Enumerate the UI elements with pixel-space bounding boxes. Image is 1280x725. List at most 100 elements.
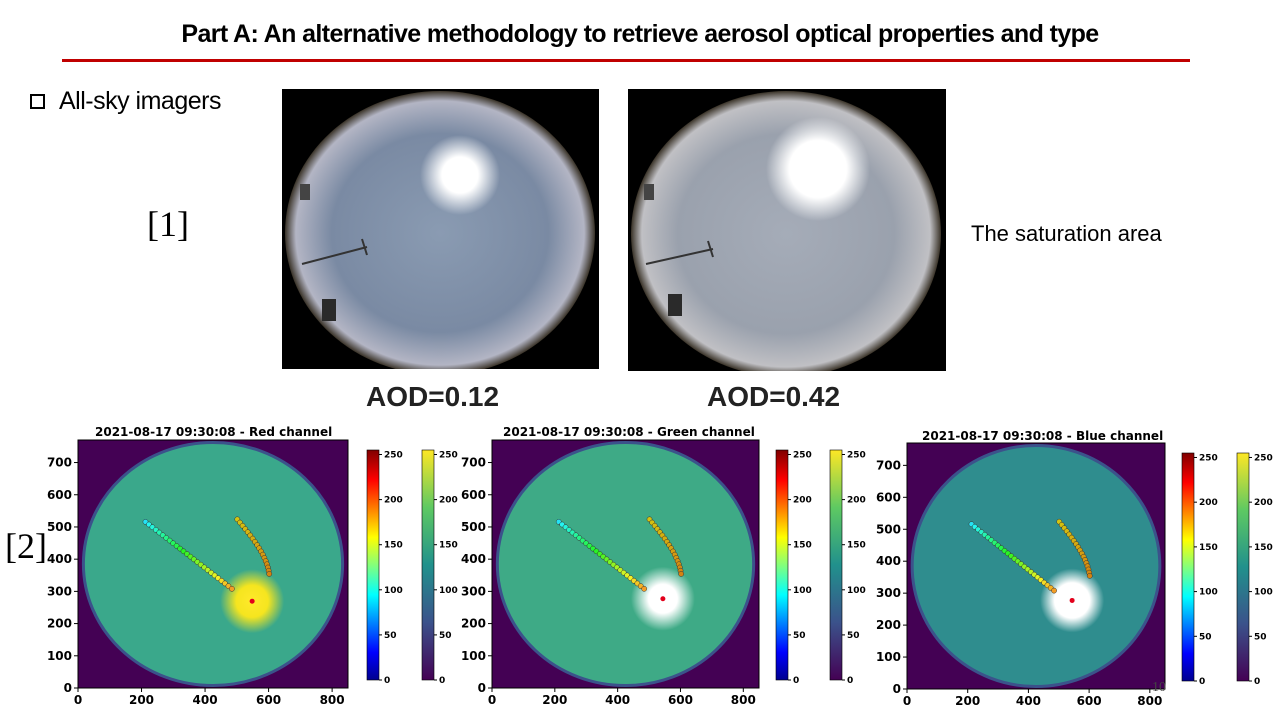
jet-colorbar	[1181, 452, 1195, 682]
y-tick-label: 400	[47, 552, 72, 566]
colorbar-tick-label: 100	[847, 586, 866, 596]
colorbar-tick-label: 150	[384, 541, 403, 551]
y-tick-label: 100	[47, 649, 72, 663]
jet-colorbar	[366, 449, 380, 681]
viridis-colorbar	[1236, 452, 1250, 682]
fisheye-image	[631, 91, 941, 377]
y-tick-label: 600	[47, 488, 72, 502]
colorbar-tick-label: 100	[1254, 588, 1273, 598]
x-tick-label: 600	[1077, 694, 1102, 708]
bullet-text: All-sky imagers	[59, 87, 221, 115]
x-tick-label: 0	[903, 694, 911, 708]
green-channel-plot: 0 200 400 600 800010020030040050060070005010…	[461, 439, 866, 707]
colorbar-tick-label: 150	[1199, 543, 1218, 553]
x-tick-label: 200	[129, 693, 154, 707]
x-tick-label: 0	[488, 693, 496, 707]
colorbar-tick-label: 200	[384, 496, 403, 506]
colorbar-tick-label: 0	[1254, 677, 1260, 687]
x-tick-label: 0	[74, 693, 82, 707]
sky-photo-aod-high	[628, 89, 946, 377]
y-tick-label: 400	[876, 554, 901, 568]
y-tick-label: 500	[461, 520, 486, 534]
red-channel-panel: 2021-08-17 09:30:08 - Red channel 0 200 40…	[0, 420, 460, 720]
sun-center-marker	[1069, 597, 1075, 603]
sky-photo-aod-low	[282, 89, 599, 375]
y-tick-label: 700	[47, 456, 72, 470]
blue-channel-panel: 2021-08-17 09:30:08 - Blue channel 0 200 4…	[840, 420, 1280, 720]
colorbar-tick-label: 50	[847, 631, 860, 641]
saturation-area-label: The saturation area	[971, 221, 1162, 246]
y-tick-label: 100	[461, 649, 486, 663]
green-channel-panel: 2021-08-17 09:30:08 - Green channel 0 200…	[430, 415, 870, 715]
scan-point	[229, 585, 235, 592]
x-tick-label: 400	[193, 693, 218, 707]
aod-high-label: AOD=0.42	[707, 381, 841, 412]
x-tick-label: 800	[731, 693, 756, 707]
sun-center-marker	[249, 598, 255, 604]
scan-point	[641, 585, 648, 592]
y-tick-label: 400	[461, 552, 486, 566]
colorbar-tick-label: 150	[439, 541, 458, 551]
x-tick-label: 800	[1137, 694, 1162, 708]
colorbar-tick-label: 50	[1199, 632, 1212, 642]
y-tick-label: 0	[893, 682, 901, 696]
scan-point	[1051, 587, 1057, 594]
y-tick-label: 600	[461, 488, 486, 502]
y-tick-label: 500	[876, 522, 901, 536]
colorbar-tick-label: 0	[439, 676, 445, 686]
checkbox-bullet-icon	[30, 94, 45, 109]
colorbar-tick-label: 200	[1199, 498, 1218, 508]
y-tick-label: 300	[876, 586, 901, 600]
colorbar-tick-label: 250	[847, 451, 866, 461]
y-tick-label: 500	[47, 520, 72, 534]
panel-title: 2021-08-17 09:30:08 - Red channel	[95, 425, 333, 439]
horizon-ring	[81, 440, 345, 688]
horizon-ring	[495, 440, 756, 688]
x-tick-label: 400	[605, 693, 630, 707]
horizon-ring	[910, 443, 1162, 689]
sky-disc	[497, 442, 754, 686]
colorbar-tick-label: 150	[1254, 543, 1273, 553]
colorbar-tick-label: 100	[793, 586, 812, 596]
colorbar-tick-label: 150	[847, 541, 866, 551]
colorbar-tick-label: 200	[1254, 498, 1273, 508]
panel-title: 2021-08-17 09:30:08 - Green channel	[503, 425, 755, 439]
bullet-all-sky-imagers: All-sky imagers	[30, 87, 221, 116]
x-tick-label: 600	[668, 693, 693, 707]
jet-colorbar	[775, 449, 789, 681]
y-tick-label: 200	[461, 617, 486, 631]
colorbar-tick-label: 0	[847, 676, 853, 686]
colorbar-tick-label: 100	[439, 586, 458, 596]
almucantar-point	[266, 571, 273, 577]
colorbar-tick-label: 200	[793, 496, 812, 506]
colorbar-tick-label: 250	[384, 451, 403, 461]
colorbar-tick-label: 0	[793, 676, 799, 686]
colorbar-tick-label: 50	[384, 631, 397, 641]
y-tick-label: 700	[461, 456, 486, 470]
colorbar-tick-label: 50	[793, 631, 806, 641]
red-channel-plot: 0 200 400 600 800010020030040050060070005010…	[47, 439, 458, 707]
colorbar-tick-label: 50	[439, 631, 452, 641]
viridis-colorbar	[829, 449, 843, 681]
x-tick-label: 400	[1016, 694, 1041, 708]
title-divider	[62, 59, 1190, 62]
colorbar-tick-label: 250	[1199, 453, 1218, 463]
almucantar-point	[1086, 572, 1093, 579]
colorbar-tick-label: 100	[384, 586, 403, 596]
y-tick-label: 0	[64, 681, 72, 695]
colorbar-tick-label: 100	[1199, 588, 1218, 598]
colorbar-tick-label: 0	[384, 676, 390, 686]
page-number: 10	[1152, 680, 1166, 695]
y-tick-label: 600	[876, 490, 901, 504]
almucantar-point	[678, 571, 684, 577]
colorbar-tick-label: 250	[793, 451, 812, 461]
slide-title: Part A: An alternative methodology to re…	[181, 20, 1099, 48]
viridis-colorbar	[421, 449, 435, 681]
colorbar-tick-label: 0	[1199, 677, 1205, 687]
x-tick-label: 800	[320, 693, 345, 707]
y-tick-label: 0	[478, 681, 486, 695]
y-tick-label: 700	[876, 458, 901, 472]
colorbar-tick-label: 50	[1254, 632, 1267, 642]
colorbar-tick-label: 150	[793, 541, 812, 551]
colorbar-tick-label: 250	[1254, 453, 1273, 463]
